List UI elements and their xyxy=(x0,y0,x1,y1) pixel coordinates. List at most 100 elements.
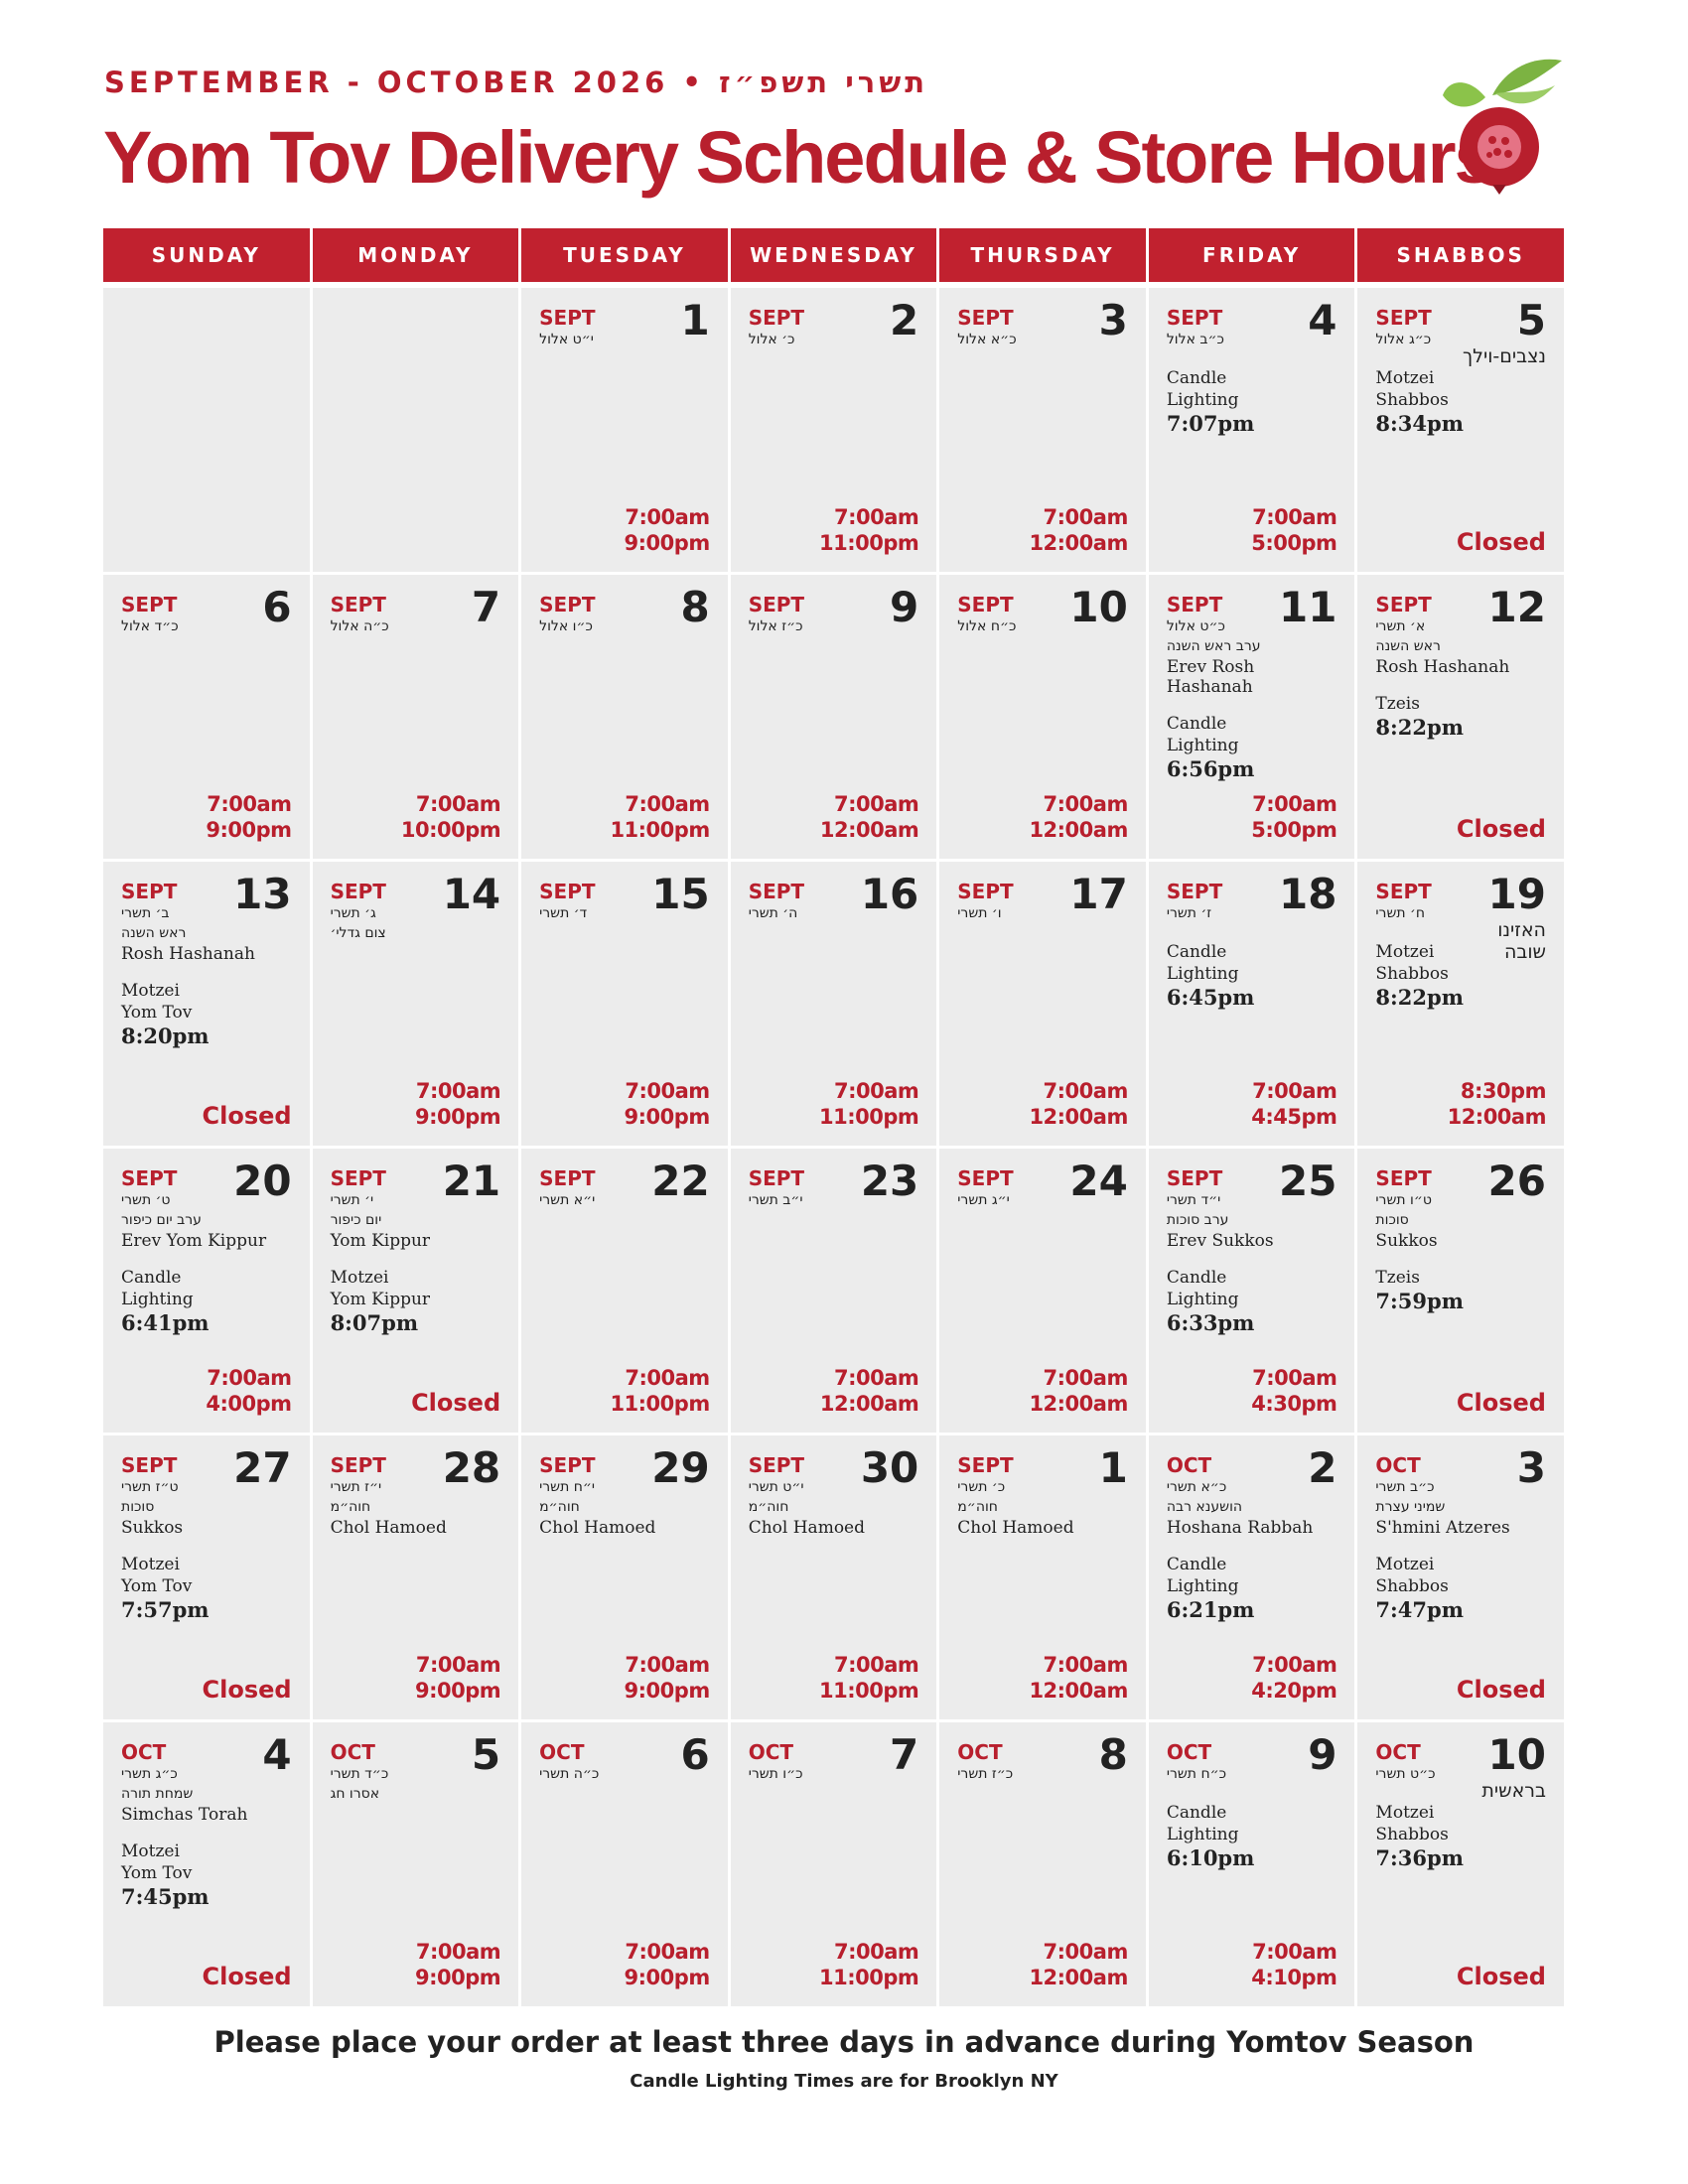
day-cell: SEPT 12 א׳ תשרי ראש השנה Rosh Hashanah Tzeis 8… xyxy=(1357,575,1564,859)
holiday: Chol Hamoed xyxy=(539,1518,656,1538)
day-cell: OCT 8 כ״ז תשרי 7:00am 12:00am xyxy=(939,1722,1146,2006)
cell-details: כ׳ אלול xyxy=(749,332,898,351)
hours-line: 7:00am xyxy=(1252,1079,1337,1103)
hebrew-block: י״ז תשרי חוה״מ xyxy=(331,1479,480,1519)
hebrew-date: כ״ד אלול xyxy=(121,618,179,634)
cell-details: כ״ו אלול xyxy=(539,618,688,638)
hours-line: 7:00am xyxy=(1252,1940,1337,1964)
day-number: 8 xyxy=(1098,1730,1128,1779)
cell-details: י״ט אלול xyxy=(539,332,688,351)
day-cell: SEPT 5 נצבים-וילך כ״ג אלול Motzei Shabbos 8:34… xyxy=(1357,288,1564,572)
day-number: 10 xyxy=(1069,583,1128,631)
hebrew-date: כ״ז תשרי xyxy=(957,1766,1014,1782)
time: 7:59pm xyxy=(1375,1289,1464,1313)
day-number: 24 xyxy=(1069,1157,1128,1205)
hebrew-holiday: חוה״מ xyxy=(748,1499,789,1515)
time-label-line: Yom Tov xyxy=(121,1863,193,1883)
day-cell: SEPT 14 ג׳ תשרי צום גדלי׳ 7:00am 9:00pm xyxy=(312,862,519,1146)
hours-line: 9:00pm xyxy=(624,1966,711,1989)
hebrew-block: ב׳ תשרי ראש השנה xyxy=(121,905,270,945)
month: OCT xyxy=(748,1740,794,1764)
cell-details: י״ט תשרי חוה״מ Chol Hamoed xyxy=(749,1479,898,1538)
month: SEPT xyxy=(957,306,1014,330)
time-label: Motzei Shabbos xyxy=(1375,941,1524,985)
time: 6:56pm xyxy=(1166,756,1255,781)
cell-details: כ״ב תשרי שמיני עצרת S'hmini Atzeres Motzei S… xyxy=(1375,1479,1524,1622)
day-number: 13 xyxy=(233,870,292,918)
store-status: Closed xyxy=(1456,528,1546,556)
hours-line: 12:00am xyxy=(1029,1679,1128,1703)
hebrew-block: י״ג תשרי xyxy=(957,1192,1106,1212)
store-hours: 7:00am 12:00am xyxy=(1029,791,1128,843)
hebrew-date: כ״ח אלול xyxy=(957,618,1017,634)
parsha-line: בראשית xyxy=(1481,1780,1546,1802)
hebrew-date: ג׳ תשרי xyxy=(330,905,376,921)
cell-details: י״ב תשרי xyxy=(749,1192,898,1212)
holiday: Erev Yom Kippur xyxy=(121,1231,267,1251)
day-header: FRIDAY xyxy=(1148,228,1355,282)
month: SEPT xyxy=(957,593,1014,616)
month: SEPT xyxy=(330,1453,386,1477)
hebrew-date: כ״ט אלול xyxy=(1166,618,1225,634)
store-hours: 7:00am 5:00pm xyxy=(1251,504,1337,556)
time-label-line: Lighting xyxy=(1166,1825,1239,1844)
time: 7:45pm xyxy=(121,1884,210,1909)
hebrew-block: כ״ז תשרי xyxy=(957,1766,1106,1786)
store-hours: 7:00am 11:00pm xyxy=(610,791,710,843)
day-number: 21 xyxy=(442,1157,501,1205)
time-label: Motzei Yom Tov xyxy=(121,980,270,1024)
hours-line: 12:00am xyxy=(1029,1392,1128,1416)
time-label: Candle Lighting xyxy=(1167,713,1316,756)
month: SEPT xyxy=(330,880,386,903)
day-cell: SEPT 28 י״ז תשרי חוה״מ Chol Hamoed 7:00am 9:00… xyxy=(312,1435,519,1719)
hebrew-block: ו׳ תשרי xyxy=(957,905,1106,925)
day-cell xyxy=(103,288,310,572)
day-number: 27 xyxy=(233,1443,292,1492)
calendar-grid: SUNDAY MONDAY TUESDAY WEDNESDAY THURSDAY FRID… xyxy=(103,228,1564,2006)
hebrew-date: י״ד תשרי xyxy=(1166,1192,1221,1208)
hebrew-block: כ״ג אלול xyxy=(1375,332,1524,351)
time-label-line: Shabbos xyxy=(1375,1576,1449,1596)
cell-details: י״א תשרי xyxy=(539,1192,688,1212)
day-number: 12 xyxy=(1487,583,1546,631)
day-number: 14 xyxy=(442,870,501,918)
hebrew-date: כ׳ אלול xyxy=(748,332,795,347)
time-label-line: Candle xyxy=(1166,1555,1227,1574)
hebrew-block: ט״ו תשרי סוכות xyxy=(1375,1192,1524,1232)
holiday: Erev Sukkos xyxy=(1166,1231,1274,1251)
month: SEPT xyxy=(957,1453,1014,1477)
day-number: 2 xyxy=(1308,1443,1337,1492)
month: SEPT xyxy=(539,1453,596,1477)
time-label-line: Candle xyxy=(121,1268,182,1288)
cell-details: ה׳ תשרי xyxy=(749,905,898,925)
day-number: 11 xyxy=(1278,583,1337,631)
time: 6:41pm xyxy=(121,1310,210,1335)
cell-details: ד׳ תשרי xyxy=(539,905,688,925)
month: SEPT xyxy=(539,593,596,616)
month: SEPT xyxy=(121,1166,178,1190)
day-number: 6 xyxy=(262,583,292,631)
day-header: SHABBOS xyxy=(1357,228,1564,282)
store-status: Closed xyxy=(411,1389,501,1417)
hours-line: 12:00am xyxy=(1447,1105,1547,1129)
hebrew-block: כ״ב תשרי שמיני עצרת xyxy=(1375,1479,1524,1519)
hebrew-date: י״ג תשרי xyxy=(957,1192,1010,1208)
hours-line: 4:00pm xyxy=(206,1392,292,1416)
cell-details: כ״ה אלול xyxy=(331,618,480,638)
parsha-line: האזינו xyxy=(1497,919,1546,941)
day-cell: SEPT 17 ו׳ תשרי 7:00am 12:00am xyxy=(939,862,1146,1146)
time-label-line: Motzei xyxy=(1375,1803,1435,1823)
time-label: Candle Lighting xyxy=(1167,941,1316,985)
hebrew-date: כ״א תשרי xyxy=(1166,1479,1227,1495)
store-hours: 7:00am 11:00pm xyxy=(819,1078,919,1130)
hebrew-block: כ״ה תשרי xyxy=(539,1766,688,1786)
hours-line: 9:00pm xyxy=(624,1105,711,1129)
hebrew-date: ט׳ תשרי xyxy=(121,1192,171,1208)
day-cell: SEPT 25 י״ד תשרי ערב סוכות Erev Sukkos Candle… xyxy=(1148,1149,1355,1433)
month: SEPT xyxy=(1375,880,1432,903)
hebrew-holiday: ראש השנה xyxy=(1375,638,1441,654)
store-hours: 7:00am 9:00pm xyxy=(415,1652,501,1704)
store-status: Closed xyxy=(1456,1389,1546,1417)
day-number: 18 xyxy=(1278,870,1337,918)
hebrew-date: ד׳ תשרי xyxy=(539,905,588,921)
